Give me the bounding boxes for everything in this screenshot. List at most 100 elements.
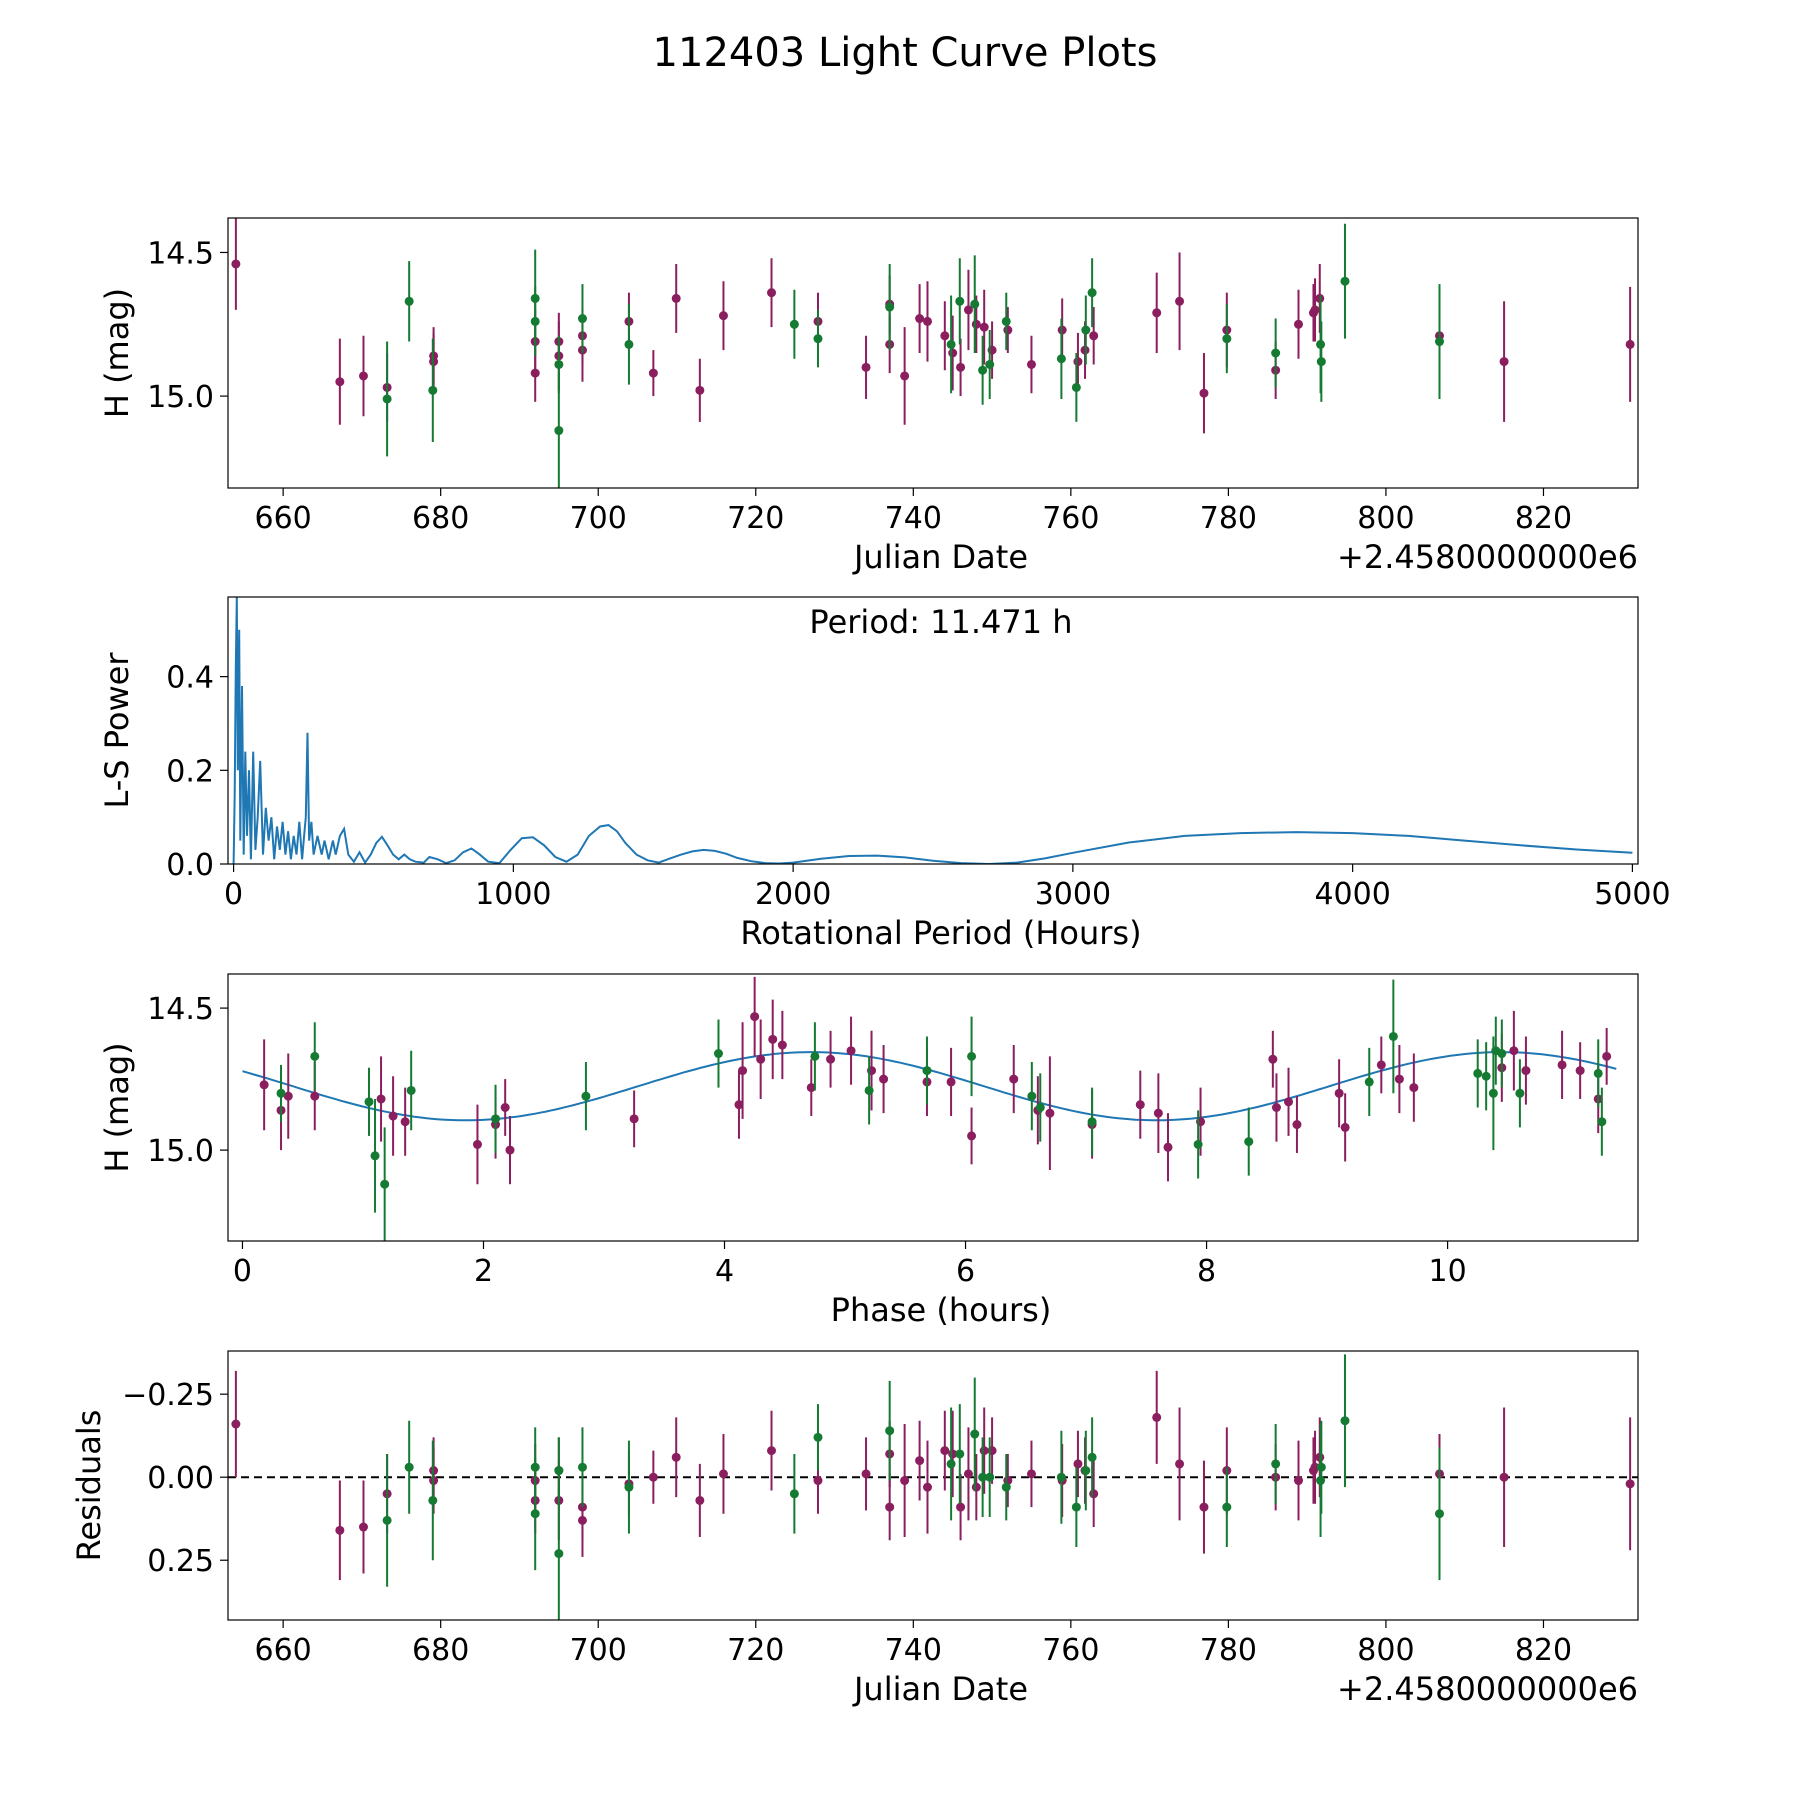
marker: [1081, 325, 1091, 335]
data-point-r: [1163, 1113, 1173, 1182]
data-point-r: [1009, 1045, 1019, 1114]
marker: [1515, 1088, 1525, 1098]
y-axis-label: H (mag): [98, 288, 136, 418]
data-point-g: [985, 1437, 995, 1518]
data-point-g: [1340, 1354, 1350, 1488]
phased-axes: 0 2 4 6 8 10 15.0 14.5 Phase (hours) H (mag): [98, 973, 1639, 1329]
marker: [1316, 357, 1326, 367]
y-tick-label: 0.00: [147, 1461, 214, 1496]
data-point-g: [1071, 1467, 1081, 1547]
y-tick-label: 0.25: [147, 1544, 214, 1579]
data-point-r: [1376, 1036, 1386, 1094]
marker: [554, 359, 564, 369]
data-point-g: [885, 1380, 895, 1481]
marker: [915, 314, 925, 324]
marker: [1316, 1462, 1326, 1472]
marker: [1152, 1412, 1162, 1422]
marker: [1071, 1502, 1081, 1512]
marker: [1009, 1074, 1019, 1084]
data-point-r: [806, 1059, 816, 1117]
data-point-g: [789, 1453, 799, 1534]
data-point-r: [1310, 278, 1320, 342]
data-point-g: [946, 295, 956, 394]
marker: [1488, 1088, 1498, 1098]
marker: [400, 1117, 410, 1127]
marker: [734, 1100, 744, 1110]
marker: [885, 1502, 895, 1512]
marker: [310, 1051, 320, 1061]
marker: [530, 1462, 540, 1472]
data-point-r: [826, 1030, 836, 1088]
data-point-r: [1268, 1030, 1278, 1088]
light_curve-data: [231, 218, 1635, 488]
data-point-g: [1481, 1042, 1491, 1111]
marker: [940, 1446, 950, 1456]
marker: [1597, 1117, 1607, 1127]
data-point-g: [554, 1437, 564, 1504]
data-point-r: [915, 1420, 925, 1501]
marker: [963, 1469, 973, 1479]
data-point-r: [1293, 1440, 1303, 1521]
marker: [577, 314, 587, 324]
data-point-r: [1073, 1430, 1083, 1498]
data-point-r: [900, 327, 910, 425]
x-tick-label: 760: [1042, 1633, 1099, 1668]
marker: [810, 1051, 820, 1061]
marker: [861, 362, 871, 372]
data-point-g: [1316, 1420, 1326, 1514]
marker: [1434, 337, 1444, 347]
data-point-r: [671, 1417, 681, 1498]
marker: [624, 339, 634, 349]
marker: [1081, 1466, 1091, 1476]
marker: [1340, 276, 1350, 286]
marker: [1271, 1459, 1281, 1469]
marker: [530, 316, 540, 326]
marker: [813, 334, 823, 344]
marker: [1271, 348, 1281, 358]
marker: [1521, 1066, 1531, 1076]
marker: [978, 1472, 988, 1482]
data-point-r: [861, 335, 871, 399]
marker: [428, 385, 438, 395]
marker: [985, 1472, 995, 1482]
data-point-r: [940, 301, 950, 371]
data-point-g: [1434, 284, 1444, 399]
marker: [1575, 1066, 1585, 1076]
data-point-r: [358, 335, 368, 417]
marker: [1026, 359, 1036, 369]
marker: [1409, 1083, 1419, 1093]
x-tick-label: 660: [255, 1633, 312, 1668]
data-point-g: [624, 1440, 634, 1534]
data-point-r: [695, 1463, 705, 1537]
marker: [648, 368, 658, 378]
marker: [624, 1482, 634, 1492]
marker: [648, 1472, 658, 1482]
data-point-g: [382, 341, 392, 457]
light_curve-axes: 660 680 700 720 740 760 780 800 820 15.0 14.5 Julia…: [98, 217, 1639, 576]
marker: [358, 371, 368, 381]
data-point-g: [577, 284, 587, 353]
marker: [1175, 1459, 1185, 1469]
data-point-r: [1340, 1093, 1350, 1162]
data-point-g: [1087, 1087, 1097, 1156]
periodogram-frame: [227, 596, 1639, 865]
data-point-g: [1087, 258, 1097, 328]
marker: [581, 1091, 591, 1101]
marker: [1625, 1479, 1635, 1489]
marker: [1364, 1077, 1374, 1087]
marker: [671, 293, 681, 303]
marker: [940, 331, 950, 341]
data-point-r: [767, 1410, 777, 1491]
data-point-g: [1056, 1430, 1066, 1524]
data-point-g: [1027, 1062, 1037, 1131]
marker: [382, 394, 392, 404]
marker: [970, 299, 980, 309]
data-point-g: [428, 338, 438, 443]
marker: [1175, 296, 1185, 306]
x-tick-label: 8: [1197, 1254, 1216, 1289]
data-point-r: [922, 1440, 932, 1534]
data-point-g: [530, 1427, 540, 1508]
marker: [1509, 1046, 1519, 1056]
data-point-r: [1175, 252, 1185, 351]
